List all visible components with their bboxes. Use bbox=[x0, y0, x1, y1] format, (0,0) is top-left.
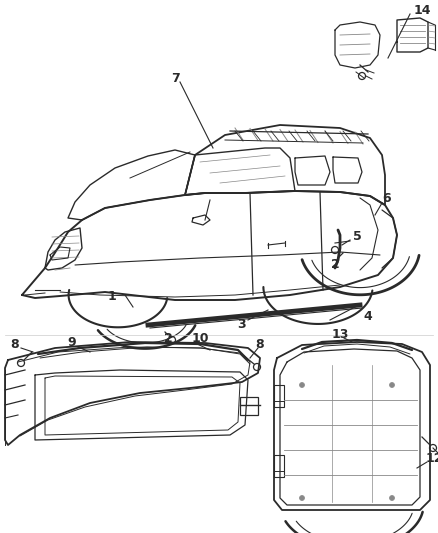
Circle shape bbox=[300, 383, 304, 387]
Circle shape bbox=[389, 496, 395, 500]
Text: 1: 1 bbox=[108, 290, 117, 303]
Text: 12: 12 bbox=[425, 451, 438, 464]
Text: 4: 4 bbox=[364, 310, 372, 322]
Text: 14: 14 bbox=[413, 4, 431, 18]
Text: 5: 5 bbox=[353, 230, 361, 243]
Text: 2: 2 bbox=[164, 332, 173, 344]
Bar bbox=[274, 455, 284, 477]
Text: 6: 6 bbox=[383, 191, 391, 205]
Circle shape bbox=[389, 383, 395, 387]
Text: 8: 8 bbox=[256, 337, 264, 351]
Text: 8: 8 bbox=[11, 337, 19, 351]
Text: 7: 7 bbox=[171, 71, 180, 85]
Text: 3: 3 bbox=[238, 318, 246, 330]
Text: 10: 10 bbox=[191, 333, 209, 345]
Text: 9: 9 bbox=[68, 336, 76, 350]
Text: 2: 2 bbox=[331, 259, 339, 271]
Bar bbox=[240, 397, 258, 415]
Circle shape bbox=[300, 496, 304, 500]
Text: 13: 13 bbox=[331, 327, 349, 341]
Bar bbox=[274, 385, 284, 407]
